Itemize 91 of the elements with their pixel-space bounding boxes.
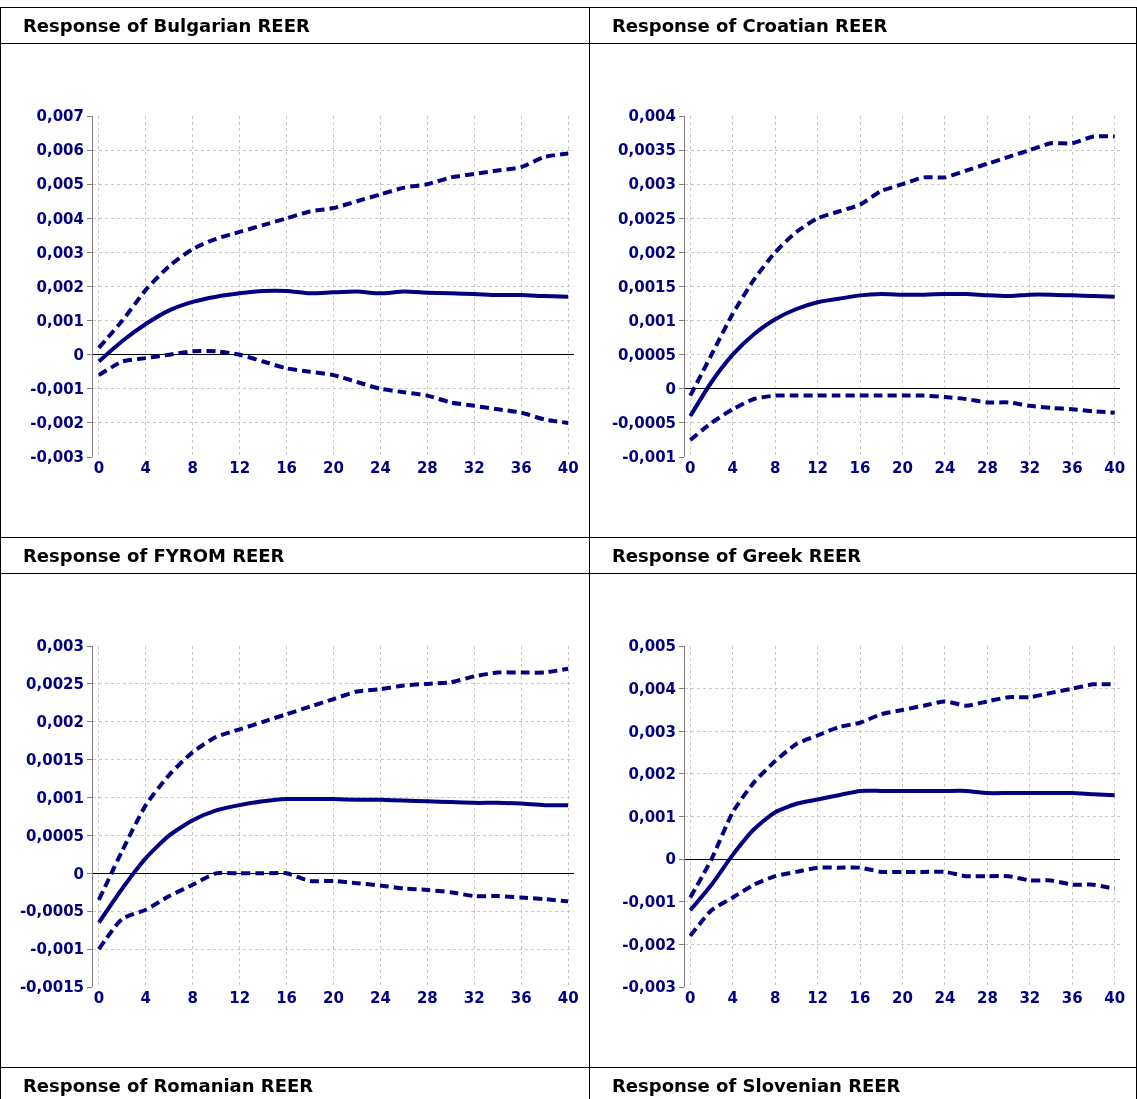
x-tick-label: 24 [369,989,391,1007]
y-tick-label: 0 [665,380,676,399]
x-tick-label: 40 [1104,459,1126,477]
y-tick-label: 0,0005 [618,345,676,364]
x-tick-label: 20 [892,459,913,477]
x-tick-label: 40 [1104,989,1126,1007]
y-tick-label: 0,005 [36,175,84,194]
y-tick-label: -0,0015 [19,978,84,997]
x-tick-label: 8 [769,459,781,477]
x-tick-label: 16 [849,989,871,1007]
x-tick-label: 32 [463,459,485,477]
y-tick-label: -0,002 [30,414,84,433]
y-tick-label: 0,0025 [618,209,676,228]
y-tick-label: 0,002 [36,277,84,296]
x-tick-label: 20 [892,989,913,1007]
x-tick-label: 28 [416,989,438,1007]
x-tick-label: 0 [93,459,105,477]
x-tick-label: 36 [1061,989,1083,1007]
y-tick-label: 0,007 [36,107,84,126]
x-tick-label: 36 [510,459,532,477]
y-tick-label: 0,0015 [26,750,84,769]
y-tick-label: 0,002 [628,765,676,784]
y-tick-label: 0 [73,864,84,883]
x-tick-label: 0 [685,459,696,477]
y-tick-label: 0,003 [628,175,676,194]
chart-title: Response of Bulgarian REER [1,8,589,44]
chart-title: Response of FYROM REER [1,538,589,574]
text: Response of Romanian REER [1,1068,589,1099]
x-tick-label: 8 [769,989,781,1007]
x-tick-label: 24 [934,459,956,477]
y-tick-label: 0,005 [628,637,676,656]
y-tick-label: 0,004 [36,209,84,228]
x-tick-label: 8 [187,989,198,1007]
y-tick-label: 0,0035 [618,141,676,160]
x-tick-label: 12 [807,989,829,1007]
x-tick-label: 32 [1019,989,1041,1007]
x-tick-label: 4 [140,459,152,477]
x-tick-label: 40 [557,989,579,1007]
y-tick-label: 0,001 [36,788,84,807]
x-tick-label: 20 [323,989,344,1007]
x-tick-label: 36 [510,989,532,1007]
x-tick-label: 32 [463,989,485,1007]
y-tick-label: 0,001 [628,807,676,826]
y-tick-label: -0,002 [622,935,676,954]
x-tick-label: 12 [229,459,251,477]
y-tick-label: 0,002 [628,243,676,262]
x-tick-label: 36 [1061,459,1083,477]
y-tick-label: 0,006 [36,141,84,160]
y-tick-label: 0,004 [628,107,676,126]
x-tick-label: 16 [276,459,298,477]
y-tick-label: 0,003 [628,722,676,741]
x-tick-label: 4 [727,459,738,477]
chart-title: Response of Croatian REER [590,8,1136,44]
x-tick-label: 16 [276,989,298,1007]
y-tick-label: -0,001 [622,448,676,467]
y-tick-label: 0,003 [36,243,84,262]
x-tick-label: 0 [93,989,105,1007]
x-tick-label: 4 [140,989,152,1007]
y-tick-label: 0,0025 [26,675,84,694]
x-tick-label: 16 [849,459,871,477]
y-tick-label: 0,003 [36,637,84,656]
x-tick-label: 0 [685,989,696,1007]
y-tick-label: -0,001 [30,940,84,959]
y-tick-label: -0,003 [30,448,84,467]
x-tick-label: 24 [369,459,391,477]
y-tick-label: -0,0005 [611,414,676,433]
y-tick-label: 0 [665,850,676,869]
y-tick-label: -0,001 [622,893,676,911]
x-tick-label: 24 [934,989,956,1007]
y-tick-label: 0,0005 [26,826,84,845]
x-tick-label: 32 [1019,459,1041,477]
x-tick-label: 40 [557,459,579,477]
y-tick-label: 0,0015 [618,277,676,296]
x-tick-label: 12 [229,989,251,1007]
y-tick-label: -0,001 [30,380,84,399]
x-tick-label: 28 [416,459,438,477]
y-tick-label: 0,002 [36,713,84,732]
y-tick-label: 0 [73,345,84,364]
x-tick-label: 28 [976,459,998,477]
y-tick-label: -0,0005 [19,902,84,921]
chart-title: Response of Greek REER [590,538,1136,574]
text: Response of Slovenian REER [590,1068,1136,1099]
x-tick-label: 12 [807,459,829,477]
x-tick-label: 8 [187,459,198,477]
x-tick-label: 20 [323,459,344,477]
y-tick-label: -0,003 [622,978,676,997]
y-tick-label: 0,001 [36,311,84,330]
x-tick-label: 28 [976,989,998,1007]
y-tick-label: 0,004 [628,679,676,698]
x-tick-label: 4 [727,989,738,1007]
y-tick-label: 0,001 [628,311,676,330]
